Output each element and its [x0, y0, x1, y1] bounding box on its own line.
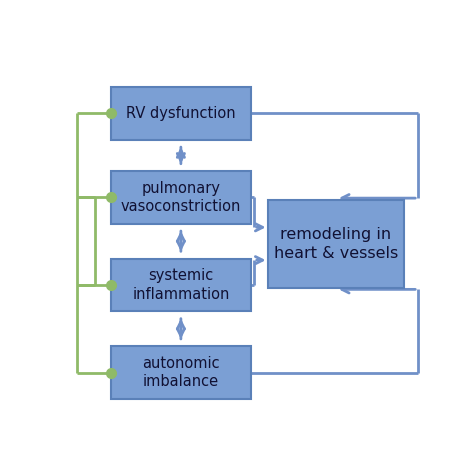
FancyBboxPatch shape [110, 346, 251, 399]
Text: systemic
inflammation: systemic inflammation [132, 268, 229, 302]
Text: autonomic
imbalance: autonomic imbalance [142, 356, 219, 389]
FancyBboxPatch shape [110, 258, 251, 311]
Text: RV dysfunction: RV dysfunction [126, 106, 236, 121]
FancyBboxPatch shape [268, 200, 403, 288]
FancyBboxPatch shape [110, 171, 251, 224]
Text: remodeling in
heart & vessels: remodeling in heart & vessels [274, 227, 398, 261]
FancyBboxPatch shape [110, 87, 251, 140]
Text: pulmonary
vasoconstriction: pulmonary vasoconstriction [121, 181, 241, 214]
